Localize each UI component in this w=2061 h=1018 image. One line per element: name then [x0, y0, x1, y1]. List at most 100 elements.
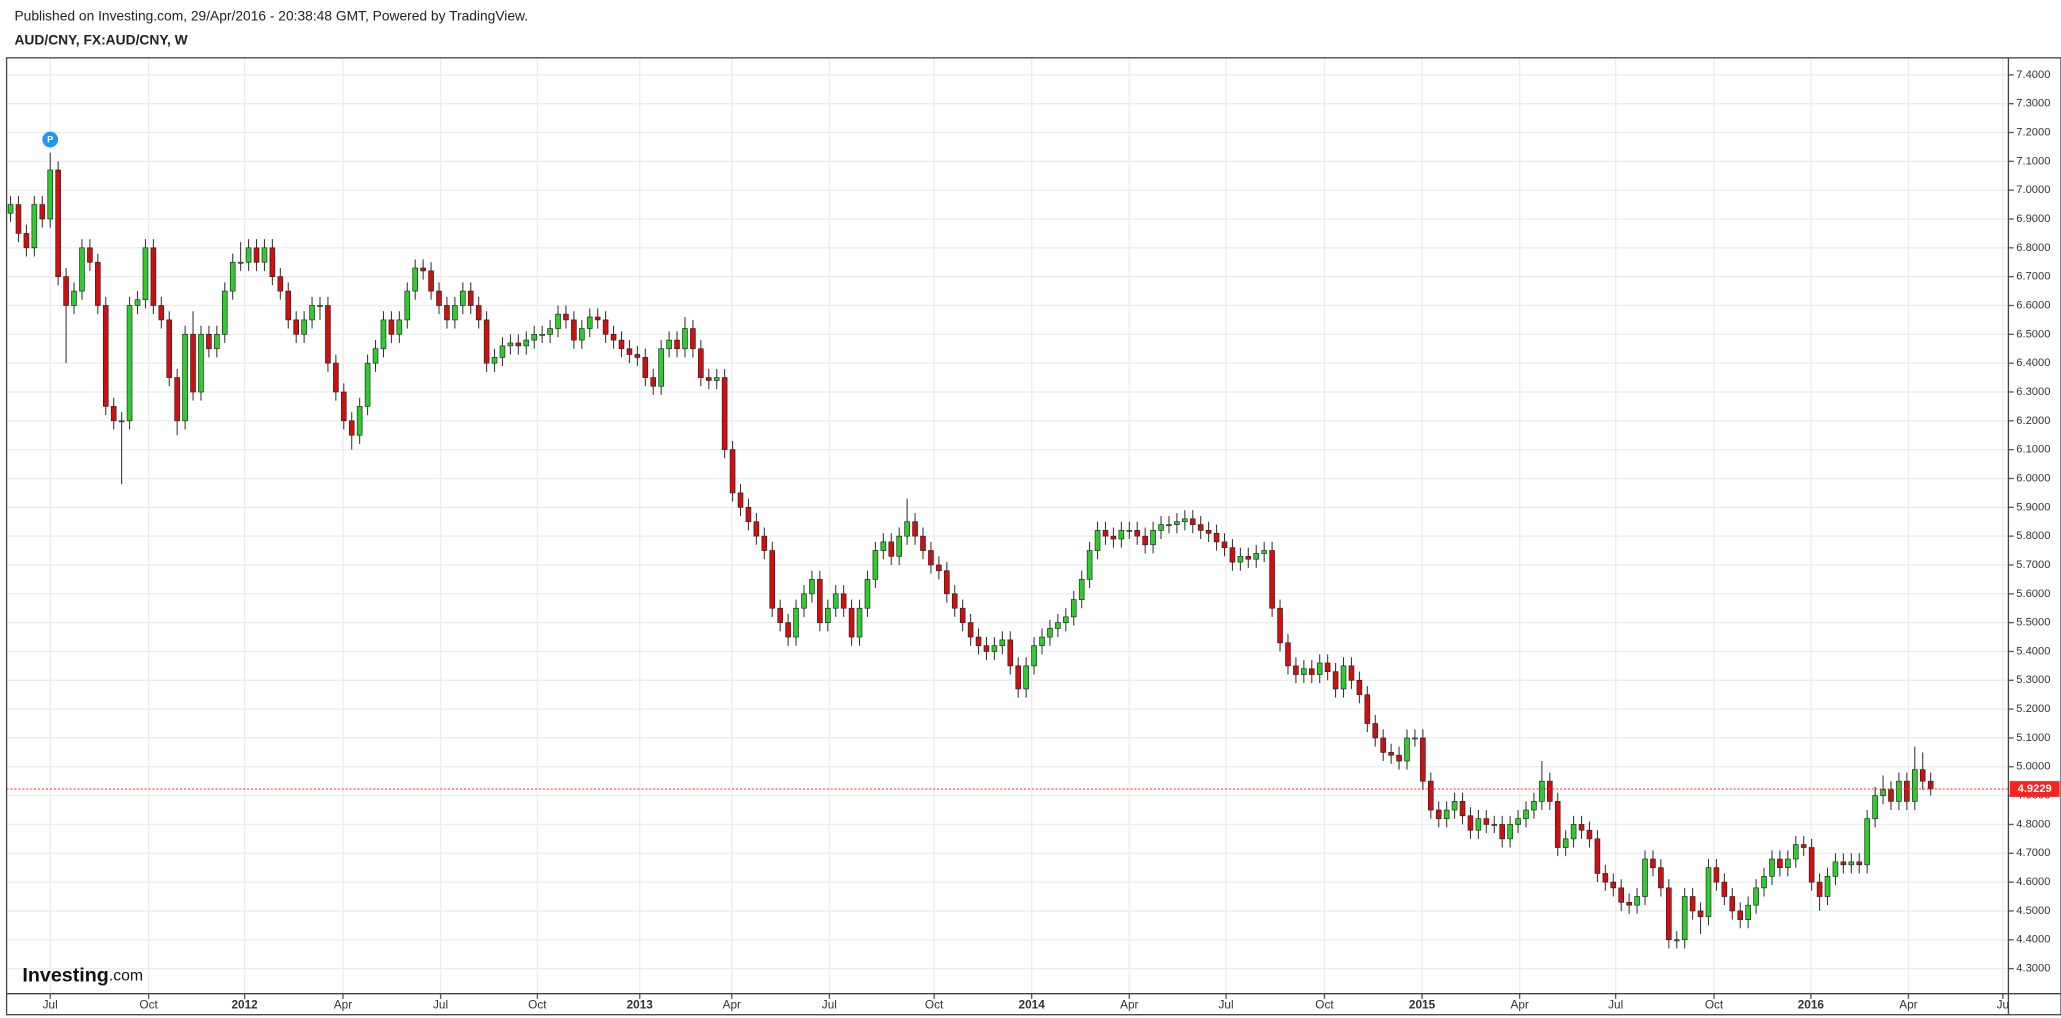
candle-body [586, 316, 593, 329]
candle-body [1348, 665, 1355, 681]
x-tick-label: Jul [822, 998, 837, 1012]
candle-body [1428, 780, 1434, 811]
candle-body [1475, 818, 1482, 831]
candle-body [150, 247, 157, 306]
candle-body [1451, 801, 1458, 811]
y-tick-label: 5.3000 [2016, 674, 2050, 686]
y-tick-label: 6.7000 [2016, 271, 2050, 283]
last-price-label: 4.9229 [2018, 783, 2052, 795]
candle-body [1491, 824, 1498, 826]
candle-body [1507, 824, 1513, 840]
candle-body [1063, 616, 1069, 623]
candle-body [896, 535, 902, 557]
candle-body [245, 247, 252, 263]
candle-body [1745, 904, 1751, 920]
candle-body [904, 521, 910, 537]
candle-body [975, 636, 982, 647]
candle-body [1832, 861, 1839, 877]
y-tick-label: 5.4000 [2016, 645, 2050, 657]
candle-body [1872, 795, 1878, 820]
candle-body [1189, 518, 1196, 525]
candle-body [1856, 861, 1863, 866]
candle-body [126, 305, 133, 422]
candle-body [1316, 662, 1323, 675]
candle-body [1777, 858, 1783, 869]
candle-body [229, 261, 236, 292]
candle-body [737, 492, 744, 508]
candle-body [1070, 599, 1077, 618]
candle-body [1047, 628, 1053, 638]
candle-body [1031, 645, 1037, 667]
candle-body [1840, 861, 1847, 866]
y-tick-label: 4.8000 [2016, 818, 2050, 830]
candle-body [118, 420, 125, 423]
candle-body [71, 290, 77, 306]
candle-body [1792, 844, 1799, 860]
candle-body [380, 319, 387, 350]
candle-body [1293, 665, 1299, 675]
candle-body [1515, 818, 1521, 825]
y-tick-label: 5.0000 [2016, 761, 2050, 773]
candle-body [1729, 896, 1736, 912]
candle-body [547, 328, 553, 335]
x-tick-label: Ju [1997, 998, 2009, 1012]
candle-body [967, 622, 974, 638]
candle-body [1324, 662, 1331, 672]
candle-body [1229, 547, 1236, 563]
candle-body [912, 521, 918, 537]
candle-body [1356, 679, 1363, 696]
candle-body [452, 305, 458, 321]
candle-body [317, 305, 323, 307]
candle-body [1816, 881, 1823, 897]
x-tick-label: Apr [1510, 998, 1528, 1012]
candle-body [1785, 858, 1791, 869]
candle-body [1197, 524, 1204, 531]
candle-body [729, 449, 736, 494]
axes: 4.30004.40004.50004.60004.70004.80004.90… [43, 69, 2060, 1012]
candle-body [277, 276, 284, 292]
y-tick-label: 6.5000 [2016, 328, 2050, 340]
y-tick-label: 7.0000 [2016, 184, 2050, 196]
candle-body [872, 550, 879, 580]
x-tick-label: 2016 [1798, 998, 1825, 1012]
candle-body [420, 267, 426, 272]
candle-body [531, 333, 538, 341]
y-tick-label: 5.1000 [2016, 732, 2050, 744]
candle-body [214, 333, 220, 350]
candle-body [1277, 607, 1283, 644]
candle-body [475, 305, 482, 321]
y-tick-label: 6.8000 [2016, 242, 2050, 254]
candle-body [1808, 847, 1815, 883]
candle-body [1245, 555, 1252, 560]
candle-body [1182, 518, 1188, 523]
candle-body [1443, 809, 1450, 820]
candle-body [1166, 524, 1172, 526]
candle-body [840, 593, 847, 609]
candles: P [6, 131, 2009, 949]
y-tick-label: 7.4000 [2016, 69, 2050, 81]
candle-body [190, 333, 196, 393]
candle-body [301, 319, 307, 335]
candle-body [309, 305, 315, 321]
candle-body [1142, 535, 1148, 546]
candle-body [1737, 910, 1744, 920]
candle-body [951, 593, 958, 609]
candle-body [769, 550, 776, 609]
candle-body [483, 319, 490, 364]
candle-body [690, 328, 696, 350]
candle-body [1078, 579, 1085, 600]
candle-body [110, 406, 117, 422]
candle-body [444, 305, 450, 321]
candle-body [206, 333, 212, 350]
candle-body [1880, 789, 1886, 796]
x-tick-label: Oct [139, 998, 158, 1012]
candle-body [626, 348, 633, 355]
candle-body [1364, 694, 1371, 724]
candle-body [166, 319, 173, 378]
candle-body [1610, 881, 1617, 889]
x-tick-label: Apr [1120, 998, 1138, 1012]
candle-body [745, 506, 752, 523]
y-tick-label: 6.1000 [2016, 444, 2050, 456]
candle-body [721, 377, 728, 450]
candle-body [87, 247, 93, 263]
